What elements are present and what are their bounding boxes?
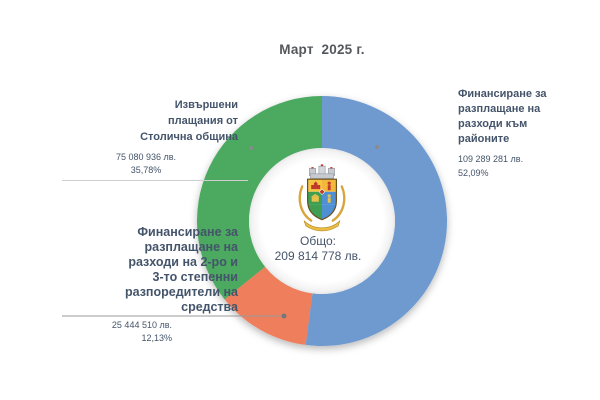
marker-left-top [249,146,253,150]
callout-left-top-values: 75 080 936 лв. 35,78% [56,151,236,176]
donut-slice-1[interactable] [224,266,313,345]
callout-left-bottom-values: 25 444 510 лв. 12,13% [30,319,172,344]
donut-slice-0[interactable] [305,96,447,346]
callout-right: Финансиране за разплащане на разходи към… [458,87,583,147]
total-label: Общо: [300,234,336,248]
donut-hole [249,148,395,294]
callout-left-bottom-value: 25 444 510 лв. [111,320,172,330]
callout-right-values: 109 289 281 лв. 52,09% [458,153,583,180]
callout-left-top-value: 75 080 936 лв. [115,152,177,162]
callout-right-label: Финансиране за разплащане на разходи към… [458,88,547,145]
shield [307,178,337,221]
callout-left-top-label: Извършени плащания от Столична община [140,99,238,143]
donut-center-total: Общо: 209 814 778 лв. [218,234,418,264]
callout-left-bottom-percent: 12,13% [141,332,172,343]
laurel-branches [298,185,346,222]
callout-left-top: Извършени плащания от Столична община [30,97,238,145]
callout-left-bottom: Финансиране за разплащане на разходи на … [30,225,238,315]
donut-slice-2[interactable] [196,96,322,300]
callout-left-top-percent: 35,78% [130,164,162,175]
callout-right-value: 109 289 281 лв. [458,154,524,164]
callout-left-bottom-label: Финансиране за разплащане на разходи на … [124,225,238,314]
callout-right-percent: 52,09% [458,167,489,178]
chart-title: Март 2025 г. [279,42,365,57]
ribbon-banner [303,220,341,232]
marker-right [375,145,379,149]
callout-connectors [62,145,379,319]
total-value: 209 814 778 лв. [274,249,362,263]
crown-icon [309,164,335,179]
sofia-coat-of-arms [298,164,346,232]
marker-left-bottom [281,313,287,319]
